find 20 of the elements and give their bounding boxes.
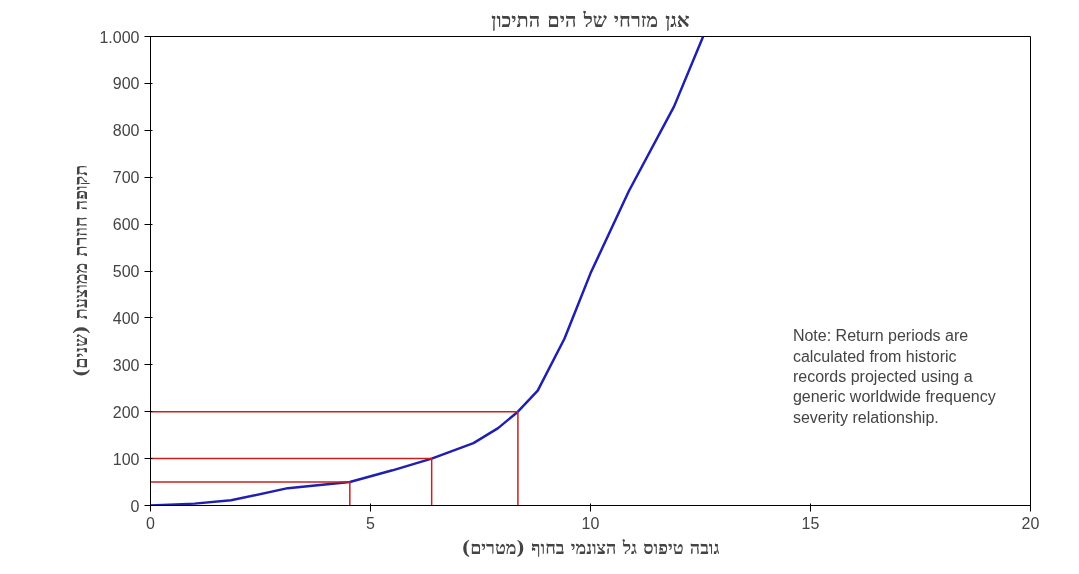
x-tick-label: 20	[1021, 514, 1040, 532]
annotation: Note: Return periods are calculated from historic records projected using a generic worldwide frequency severity relationship.	[792, 327, 996, 426]
x-tick-label: 10	[581, 514, 600, 532]
y-tick-label: 200	[112, 403, 140, 421]
x-axis-title: גובה טיפוס גל הצונמי בחוף (מטרים)	[461, 536, 720, 558]
y-axis-title: תקופה חוזרת ממוצעת (שנים)	[70, 164, 92, 378]
x-tick-label: 0	[146, 514, 156, 532]
y-tick-label: 400	[112, 309, 140, 327]
y-tick-label: 500	[112, 263, 140, 280]
y-tick-label: 600	[112, 216, 140, 234]
chart-title: אגן מזרחי של הים התיכון	[491, 7, 690, 32]
y-tick-label: 0	[130, 497, 140, 515]
y-tick-label: 1.000	[99, 28, 140, 46]
y-tick-label: 800	[112, 122, 140, 140]
y-tick-label: 700	[112, 169, 140, 187]
y-tick-label: 300	[112, 356, 140, 374]
x-tick-label: 5	[366, 514, 376, 532]
y-tick-label: 900	[112, 75, 140, 93]
y-tick-label: 100	[112, 450, 140, 468]
x-tick-label: 15	[801, 514, 820, 532]
